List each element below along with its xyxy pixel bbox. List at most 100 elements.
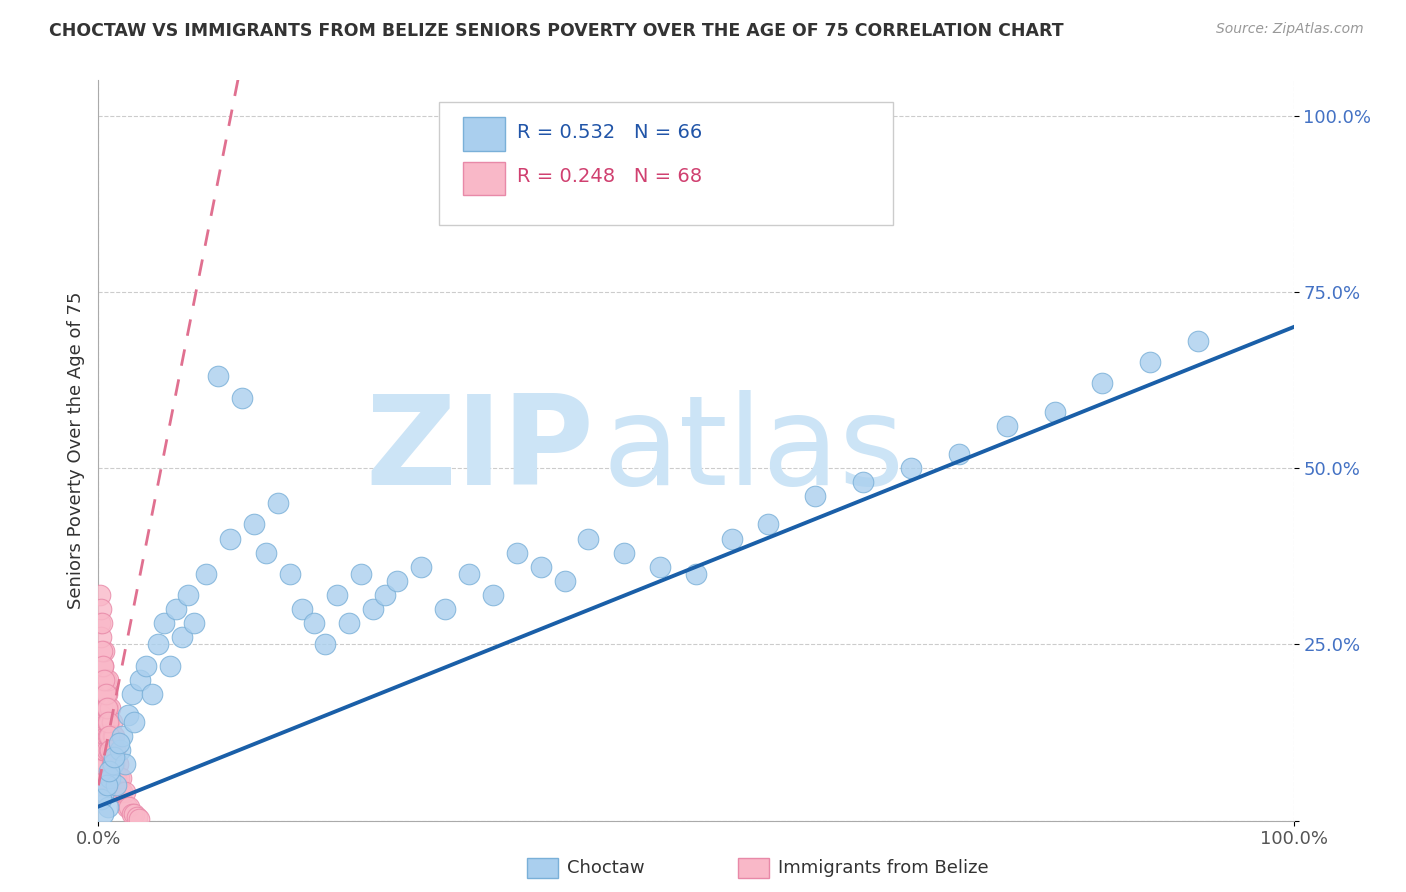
Y-axis label: Seniors Poverty Over the Age of 75: Seniors Poverty Over the Age of 75 <box>66 292 84 609</box>
Point <box>89 778 111 792</box>
Point <box>97 714 120 729</box>
Point <box>93 714 115 729</box>
Point <box>107 736 129 750</box>
Point <box>172 630 194 644</box>
Point <box>91 658 114 673</box>
Point <box>91 806 114 821</box>
Point <box>90 630 112 644</box>
Text: atlas: atlas <box>603 390 905 511</box>
Point <box>530 559 553 574</box>
Point <box>267 496 290 510</box>
Point <box>105 778 128 792</box>
Point <box>207 369 229 384</box>
Point <box>108 785 131 799</box>
Point <box>219 532 242 546</box>
Text: CHOCTAW VS IMMIGRANTS FROM BELIZE SENIORS POVERTY OVER THE AGE OF 75 CORRELATION: CHOCTAW VS IMMIGRANTS FROM BELIZE SENIOR… <box>49 22 1064 40</box>
Point <box>107 772 129 786</box>
Point <box>91 658 114 673</box>
Point <box>97 701 120 715</box>
Point <box>97 673 120 687</box>
Point <box>110 772 132 786</box>
Point <box>104 743 127 757</box>
Point <box>1187 334 1209 348</box>
Point <box>90 687 112 701</box>
Point <box>165 602 187 616</box>
Point <box>98 743 122 757</box>
Point <box>91 743 114 757</box>
FancyBboxPatch shape <box>463 161 505 195</box>
Point <box>118 799 141 814</box>
Point <box>1043 405 1066 419</box>
Point <box>105 772 128 786</box>
Point <box>613 546 636 560</box>
Point <box>98 701 122 715</box>
Text: Choctaw: Choctaw <box>567 859 644 877</box>
Point <box>363 602 385 616</box>
Point <box>159 658 181 673</box>
Point <box>100 757 122 772</box>
Point <box>98 729 122 743</box>
Point <box>121 806 143 821</box>
Point <box>948 447 970 461</box>
Point <box>117 707 139 722</box>
Point <box>91 757 114 772</box>
Point <box>94 729 117 743</box>
Point <box>1139 355 1161 369</box>
Text: ZIP: ZIP <box>366 390 595 511</box>
Text: R = 0.532   N = 66: R = 0.532 N = 66 <box>517 122 702 142</box>
Point <box>98 729 121 743</box>
Point <box>128 812 150 826</box>
Point <box>124 806 146 821</box>
Point <box>98 743 121 757</box>
Point <box>995 418 1018 433</box>
Point <box>90 772 112 786</box>
Point <box>183 616 205 631</box>
Text: Immigrants from Belize: Immigrants from Belize <box>778 859 988 877</box>
Point <box>97 729 120 743</box>
Point <box>177 588 200 602</box>
Point <box>91 729 114 743</box>
Point <box>100 743 122 757</box>
Point <box>111 785 134 799</box>
FancyBboxPatch shape <box>738 858 769 878</box>
Point <box>804 489 827 503</box>
Text: Source: ZipAtlas.com: Source: ZipAtlas.com <box>1216 22 1364 37</box>
Point <box>434 602 457 616</box>
Point <box>243 517 266 532</box>
Point <box>93 785 115 799</box>
Point <box>458 566 481 581</box>
Point <box>254 546 277 560</box>
Point <box>115 799 138 814</box>
Point <box>302 616 325 631</box>
Point <box>103 729 125 743</box>
Point <box>756 517 779 532</box>
Point <box>90 729 112 743</box>
FancyBboxPatch shape <box>463 118 505 151</box>
Point <box>129 673 152 687</box>
Point <box>96 714 118 729</box>
Point <box>90 602 112 616</box>
Point <box>96 701 118 715</box>
Point <box>91 687 114 701</box>
Point <box>97 799 120 814</box>
Point <box>278 566 301 581</box>
Point <box>125 810 148 824</box>
Point <box>98 772 122 786</box>
Point <box>91 616 114 631</box>
Point <box>91 701 114 715</box>
Point <box>153 616 176 631</box>
Point <box>721 532 744 546</box>
Point <box>124 714 146 729</box>
Point <box>374 588 396 602</box>
Point <box>89 616 111 631</box>
Point <box>93 644 115 658</box>
Point <box>114 785 136 799</box>
Point <box>93 687 115 701</box>
Point <box>91 673 114 687</box>
Point <box>326 588 349 602</box>
Point <box>107 757 129 772</box>
Point <box>91 644 114 658</box>
Point <box>98 764 121 779</box>
Point <box>101 729 124 743</box>
Point <box>121 687 143 701</box>
